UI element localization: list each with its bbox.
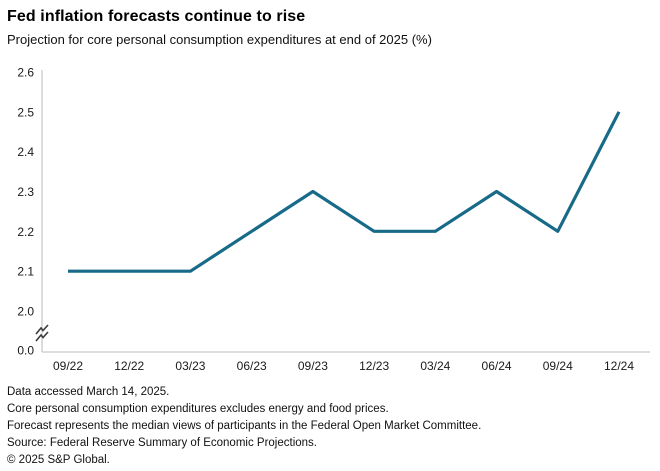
x-tick-label: 09/22: [53, 359, 83, 373]
x-tick-label: 03/23: [175, 359, 205, 373]
y-tick-label: 2.2: [17, 225, 34, 239]
footnote-line: Data accessed March 14, 2025.: [7, 386, 170, 398]
y-tick-label: 2.3: [17, 185, 34, 199]
footnote-line: Source: Federal Reserve Summary of Econo…: [7, 437, 317, 449]
footnote-line: Core personal consumption expenditures e…: [7, 403, 389, 415]
axis-break-icon: [35, 324, 49, 335]
x-tick-label: 03/24: [420, 359, 450, 373]
y-tick-label: 2.5: [17, 105, 34, 119]
chart-title: Fed inflation forecasts continue to rise: [7, 8, 306, 25]
x-tick-label: 09/23: [298, 359, 328, 373]
x-tick-label: 09/24: [543, 359, 573, 373]
y-tick-label: 2.1: [17, 265, 34, 279]
x-tick-label: 06/24: [482, 359, 512, 373]
x-tick-label: 12/24: [604, 359, 634, 373]
y-tick-label: 2.4: [17, 145, 34, 159]
y-tick-label: 0.0: [17, 344, 34, 358]
footnote-line: © 2025 S&P Global.: [7, 454, 110, 466]
y-tick-label: 2.0: [17, 304, 34, 318]
x-tick-label: 12/23: [359, 359, 389, 373]
y-tick-label: 2.6: [17, 66, 34, 80]
x-tick-label: 12/22: [114, 359, 144, 373]
footnote-line: Forecast represents the median views of …: [7, 420, 482, 432]
line-chart: 2.6 2.5 2.4 2.3 2.2 2.1 2.0 0.0 09/22 12/22 03/23 0…: [17, 66, 650, 373]
chart-subtitle: Projection for core personal consumption…: [7, 32, 432, 47]
x-tick-label: 06/23: [237, 359, 267, 373]
axis-break-icon: [35, 331, 49, 342]
data-line-series: [68, 111, 621, 273]
chart-footnotes: Data accessed March 14, 2025. Core perso…: [7, 384, 481, 469]
